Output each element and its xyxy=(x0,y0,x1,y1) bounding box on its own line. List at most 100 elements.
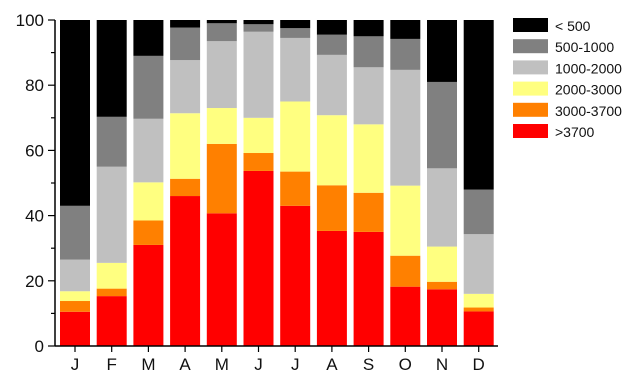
legend-label: 1000-2000 xyxy=(555,60,622,76)
x-tick-label: N xyxy=(436,355,448,372)
bar-segment xyxy=(133,220,164,245)
bar-segment xyxy=(353,231,384,346)
bar-segment xyxy=(96,288,127,297)
bar-segment xyxy=(243,31,274,118)
x-tick-label: A xyxy=(179,355,191,372)
x-tick-label: F xyxy=(107,355,117,372)
bar-segment xyxy=(96,296,127,346)
legend-swatch xyxy=(513,102,548,117)
bar-segment xyxy=(170,196,201,346)
bar-segment xyxy=(427,289,457,346)
bar-segment xyxy=(133,118,164,183)
bar-segment xyxy=(280,28,311,38)
bar-segment xyxy=(170,113,201,179)
bar-segment xyxy=(170,60,201,114)
bar-segment xyxy=(60,291,90,302)
bar-segment xyxy=(390,38,421,70)
bar-segment xyxy=(353,36,384,68)
bar-segment xyxy=(390,286,421,346)
bar-segment xyxy=(427,81,457,169)
bar-segment xyxy=(390,20,421,39)
x-tick-label: J xyxy=(291,355,300,372)
bar-segment xyxy=(243,24,274,32)
legend-swatch xyxy=(513,18,548,32)
bar-segment xyxy=(170,27,201,61)
x-tick-label: D xyxy=(473,355,485,372)
bar-segment xyxy=(206,20,237,24)
x-tick-label: A xyxy=(326,355,338,372)
bar-segment xyxy=(353,67,384,125)
legend-label: 500-1000 xyxy=(555,39,614,55)
bar-segment xyxy=(463,293,494,308)
bar-segment xyxy=(280,101,311,172)
bar-segment xyxy=(280,205,311,346)
bar-segment xyxy=(427,168,457,247)
bar-segment xyxy=(463,20,494,190)
bar-segment xyxy=(463,189,494,235)
legend: < 500 500-1000 1000-2000 2000-3000 3000-3700… xyxy=(513,18,622,140)
bar-segment xyxy=(206,41,237,109)
bar-segment xyxy=(206,213,237,346)
bar-segment xyxy=(353,192,384,232)
bar-segment xyxy=(316,115,347,186)
bar-segment xyxy=(463,234,494,294)
legend-swatch xyxy=(513,60,548,75)
bar-segment xyxy=(316,34,347,55)
bar-segment xyxy=(206,143,237,214)
bar-segment xyxy=(280,20,311,29)
legend-swatch xyxy=(513,39,548,54)
bar-segment xyxy=(427,246,457,282)
bar-segment xyxy=(96,262,127,289)
bar-segment xyxy=(390,185,421,256)
x-tick-label: S xyxy=(363,355,374,372)
bar-segment xyxy=(133,182,164,221)
bar-segment xyxy=(170,20,201,28)
legend-label: < 500 xyxy=(555,18,591,34)
bar-segment xyxy=(133,55,164,119)
bar-segment xyxy=(316,20,347,35)
y-tick-label: 80 xyxy=(25,76,44,95)
bar-segment xyxy=(96,116,127,167)
bar-segment xyxy=(390,255,421,287)
bar-segment xyxy=(60,301,90,312)
bar-segment xyxy=(243,117,274,154)
bar-segment xyxy=(60,20,90,206)
bar-segment xyxy=(133,244,164,346)
y-tick-label: 60 xyxy=(25,141,44,160)
bar-segment xyxy=(280,171,311,206)
y-tick-label: 100 xyxy=(16,11,44,30)
bar-segment xyxy=(133,20,164,56)
x-tick-label: J xyxy=(71,355,80,372)
bar-segment xyxy=(60,259,90,292)
bar-segment xyxy=(206,23,237,42)
bar-segment xyxy=(243,170,274,346)
y-tick-label: 20 xyxy=(25,272,44,291)
bar-segment xyxy=(96,20,127,117)
legend-swatch xyxy=(513,124,548,138)
bar-segment xyxy=(243,153,274,171)
legend-label: 3000-3700 xyxy=(555,103,622,119)
bar-segment xyxy=(316,230,347,346)
bar-segment xyxy=(60,205,90,260)
legend-label: 2000-3000 xyxy=(555,82,622,98)
legend-swatch xyxy=(513,81,548,96)
bar-segment xyxy=(206,108,237,144)
bar-segment xyxy=(170,178,201,197)
bar-segment xyxy=(316,185,347,231)
bar-segment xyxy=(463,311,494,346)
bar-segment xyxy=(60,311,90,346)
bars-group xyxy=(60,20,494,346)
x-tick-label: M xyxy=(215,355,229,372)
bar-segment xyxy=(280,37,311,102)
bar-segment xyxy=(463,307,494,312)
x-tick-label: O xyxy=(399,355,412,372)
y-ticks: 0 20 40 60 80 100 xyxy=(16,11,55,356)
bar-segment xyxy=(390,69,421,186)
bar-segment xyxy=(427,281,457,290)
bar-segment xyxy=(353,20,384,37)
bar-segment xyxy=(96,166,127,263)
y-tick-label: 0 xyxy=(35,337,44,356)
x-tick-label: J xyxy=(254,355,263,372)
